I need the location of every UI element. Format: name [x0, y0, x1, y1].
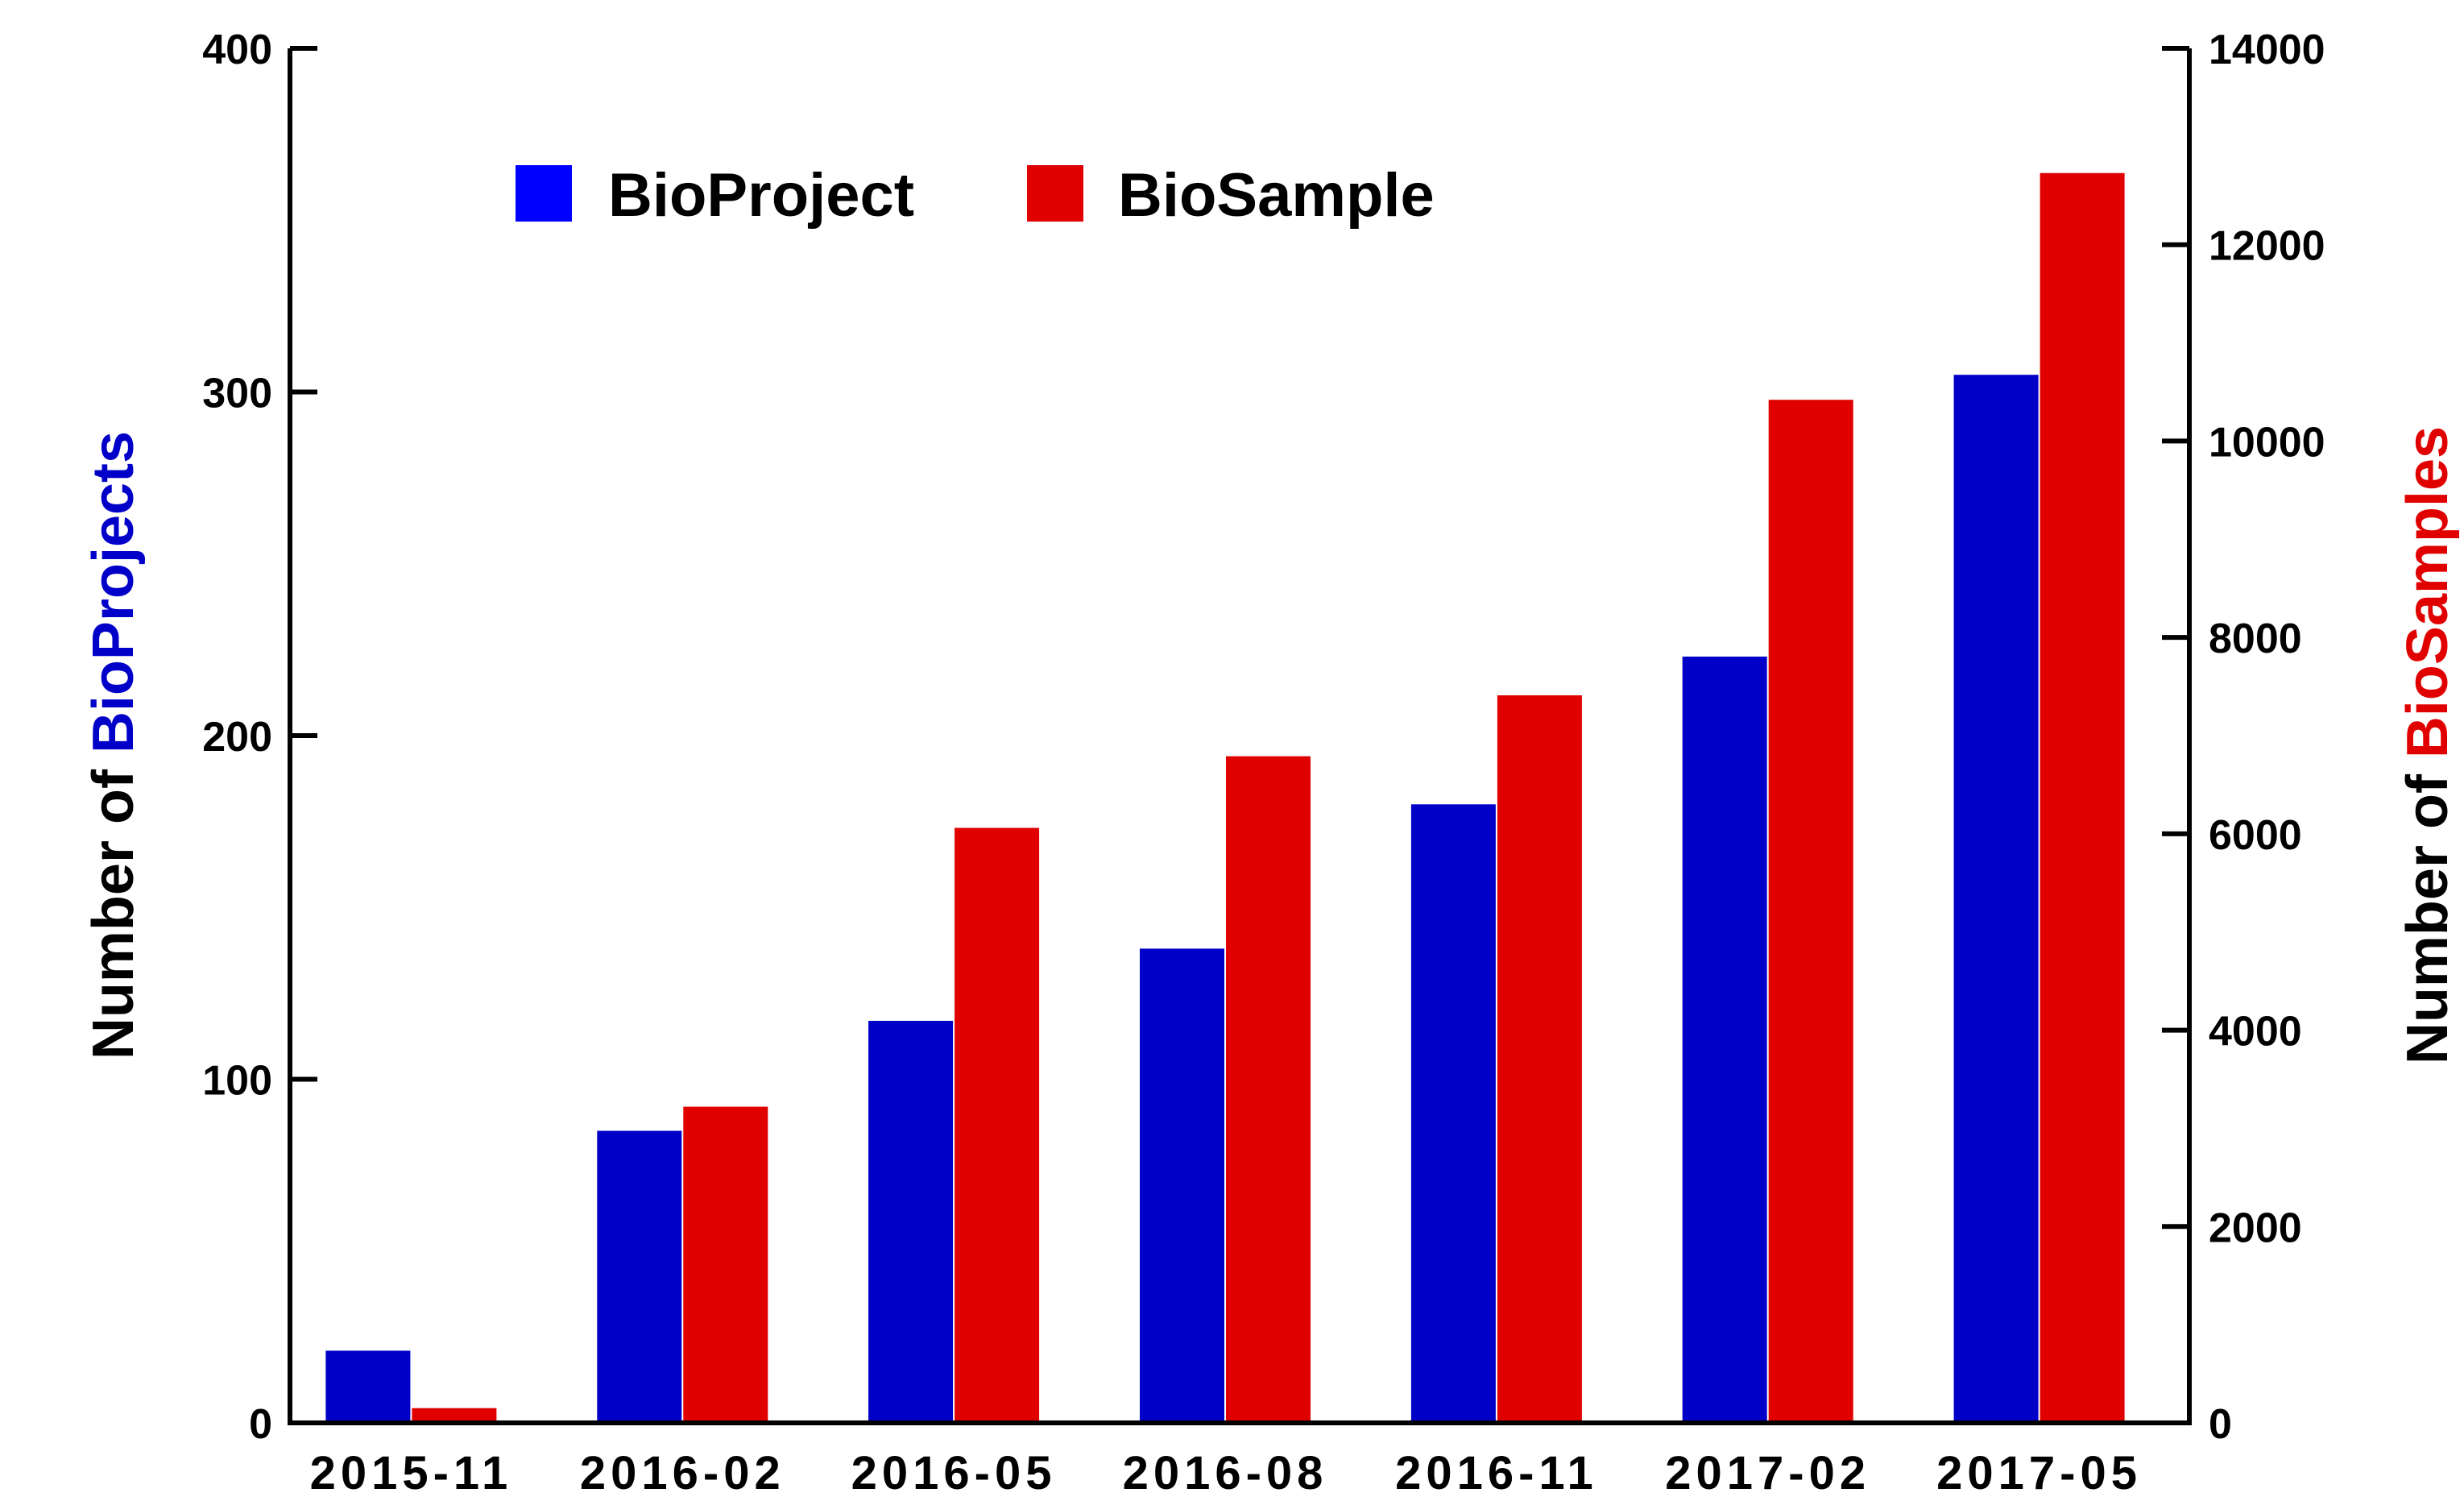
bar-bioproject-2017-02: [1682, 656, 1767, 1423]
bar-biosample-2016-05: [955, 827, 1040, 1423]
bar-biosample-2016-02: [683, 1106, 768, 1423]
bar-biosample-2016-08: [1226, 756, 1311, 1423]
bar-bioproject-2016-11: [1410, 804, 1496, 1423]
bar-bioproject-2016-05: [868, 1021, 954, 1423]
x-tick-label: 2016-11: [1395, 1447, 1598, 1497]
left-tick-label: 0: [249, 1401, 272, 1448]
bar-bioproject-2016-02: [597, 1130, 682, 1423]
right-tick-label: 10000: [2209, 419, 2325, 466]
x-tick-label: 2016-08: [1123, 1447, 1328, 1497]
x-tick-label: 2016-05: [851, 1447, 1057, 1497]
bar-bioproject-2016-08: [1140, 948, 1224, 1423]
left-axis-title-highlight: BioProjects: [81, 431, 146, 753]
bar-bioproject-2017-05: [1953, 375, 2039, 1424]
right-tick-label: 4000: [2209, 1009, 2302, 1055]
right-tick-label: 2000: [2209, 1205, 2302, 1251]
right-tick-label: 12000: [2209, 223, 2325, 270]
right-tick-label: 0: [2209, 1401, 2232, 1448]
right-axis-title-prefix: Number of: [2396, 758, 2460, 1064]
x-tick-label: 2016-02: [580, 1447, 785, 1497]
bar-biosample-2017-02: [1768, 400, 1853, 1424]
right-axis-title: Number of BioSamples: [2396, 426, 2460, 1064]
x-tick-label: 2015-11: [310, 1447, 513, 1497]
ticks-group: 0100200300400020004000600080001000012000…: [202, 27, 2325, 1448]
legend-swatch-bioproject: [516, 165, 572, 222]
left-tick-label: 300: [202, 371, 272, 417]
legend: BioProject BioSample: [516, 161, 1435, 230]
left-tick-label: 100: [202, 1058, 272, 1105]
left-axis-title-prefix: Number of: [81, 753, 146, 1060]
legend-swatch-biosample: [1027, 165, 1083, 222]
right-tick-label: 8000: [2209, 616, 2302, 662]
bar-biosample-2017-05: [2040, 172, 2125, 1423]
bar-biosample-2015-11: [412, 1408, 497, 1423]
right-axis-title-highlight: BioSamples: [2396, 426, 2460, 758]
right-tick-label: 6000: [2209, 812, 2302, 859]
left-tick-label: 400: [202, 27, 272, 73]
legend-label-bioproject: BioProject: [608, 161, 914, 230]
right-tick-label: 14000: [2209, 27, 2325, 73]
bar-bioproject-2015-11: [325, 1350, 411, 1423]
left-tick-label: 200: [202, 714, 272, 761]
bar-biosample-2016-11: [1497, 695, 1582, 1423]
left-axis-title: Number of BioProjects: [81, 431, 146, 1060]
x-tick-label: 2017-05: [1936, 1447, 2142, 1497]
category-labels-group: 2015-11 2016-02 2016-05 2016-08 2016-11 2017-…: [310, 1447, 2142, 1497]
legend-label-biosample: BioSample: [1118, 161, 1435, 230]
x-tick-label: 2017-02: [1665, 1447, 1870, 1497]
bars-group: [325, 172, 2125, 1424]
